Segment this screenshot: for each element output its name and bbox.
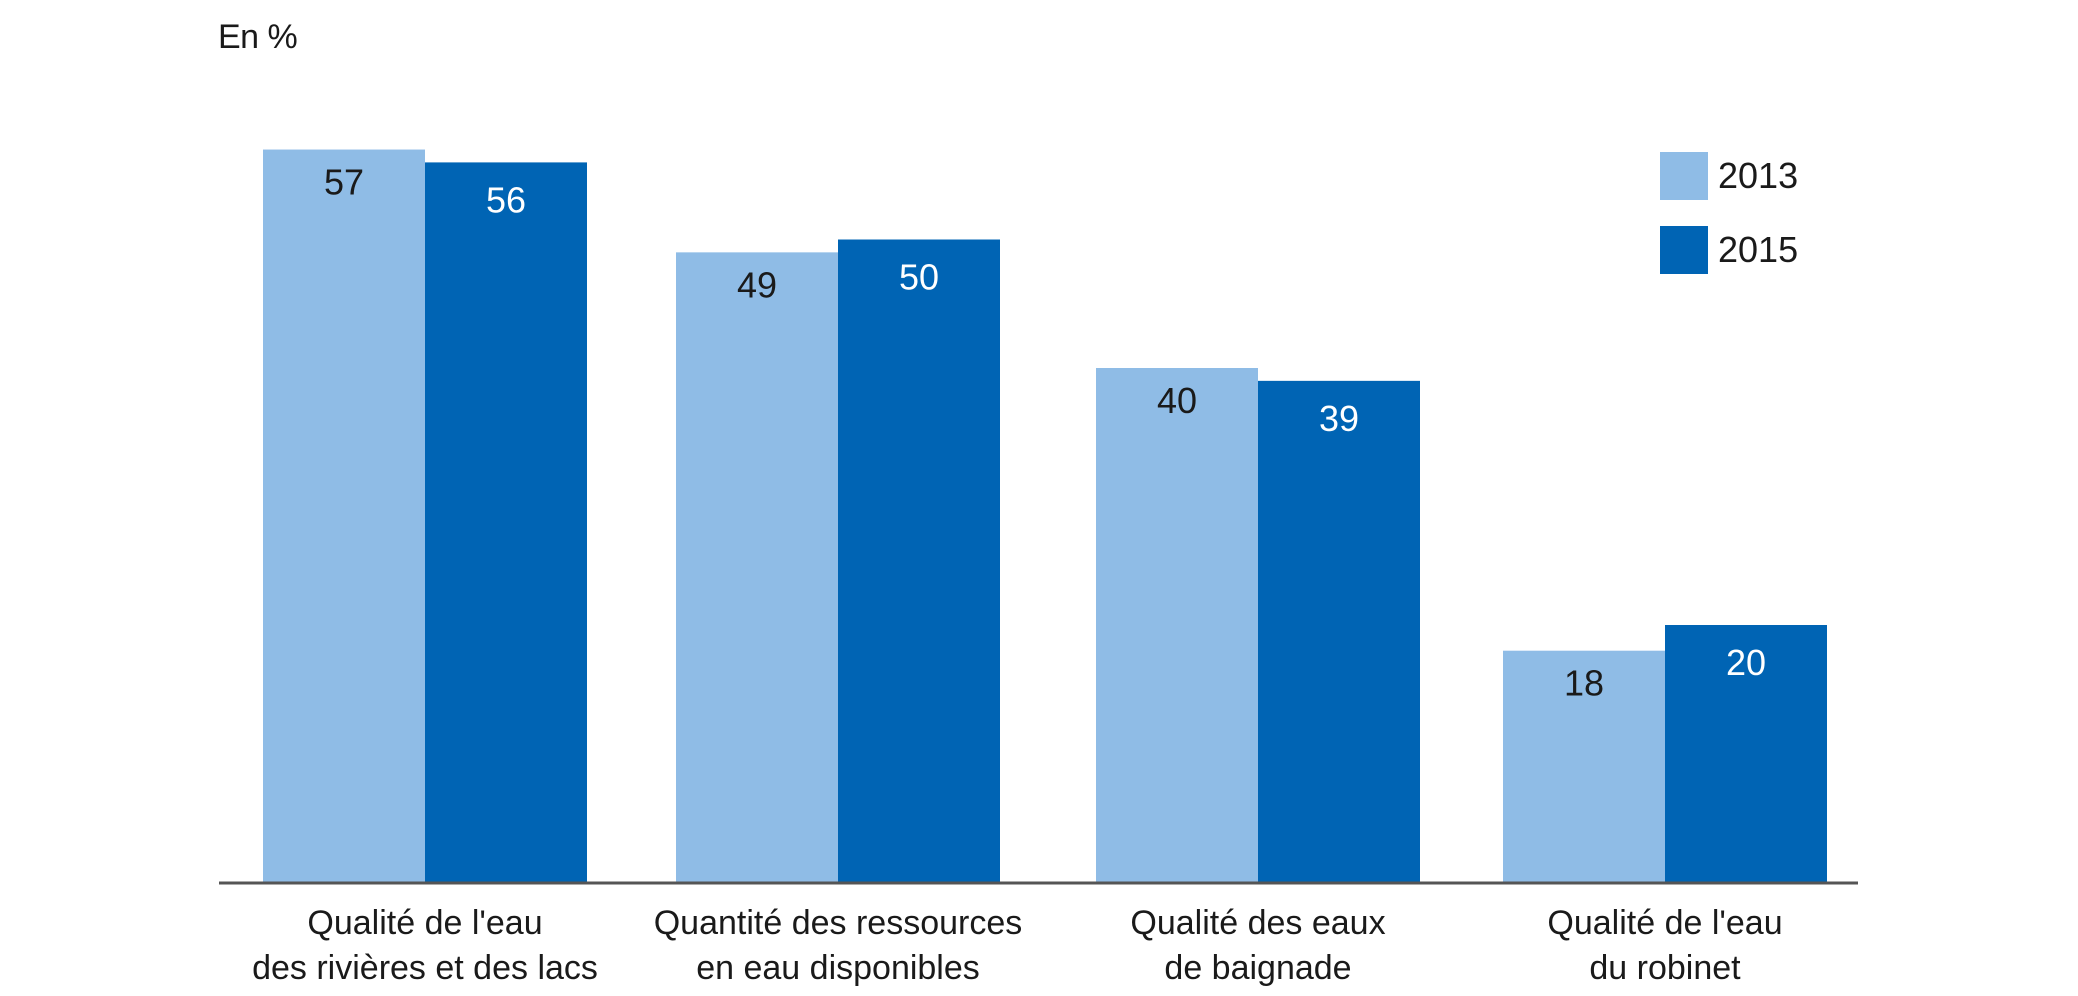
legend-swatch-2015: [1660, 226, 1708, 274]
category-label-1-line-1: Qualité de l'eau: [307, 904, 542, 942]
data-label-2013-4: 18: [1564, 663, 1604, 704]
category-label-3-line-1: Qualité des eaux: [1130, 904, 1385, 942]
bar-2013-1: [263, 149, 425, 883]
category-label-4-line-1: Qualité de l'eau: [1547, 904, 1782, 942]
category-label-1-line-2: des rivières et des lacs: [252, 949, 598, 987]
bar-2015-2: [838, 239, 1000, 882]
data-label-2015-1: 56: [486, 179, 526, 220]
unit-label: En %: [218, 18, 298, 56]
bar-2015-3: [1258, 380, 1420, 882]
bar-2013-2: [676, 252, 838, 883]
bar-2013-3: [1096, 368, 1258, 882]
data-label-2015-4: 20: [1726, 642, 1766, 683]
legend-item-2013: 2013: [1660, 152, 1798, 200]
bar-2015-4: [1665, 625, 1827, 882]
category-label-3-line-2: de baignade: [1164, 949, 1351, 987]
data-label-2015-2: 50: [899, 257, 939, 298]
category-label-2-line-1: Quantité des ressources: [654, 904, 1023, 942]
data-label-2013-1: 57: [324, 162, 364, 203]
legend-swatch-2013: [1660, 152, 1708, 200]
bar-2013-4: [1503, 650, 1665, 882]
data-label-2013-2: 49: [737, 264, 777, 305]
legend-item-2015: 2015: [1660, 226, 1798, 274]
data-label-2013-3: 40: [1157, 380, 1197, 421]
legend-label-2015: 2015: [1718, 229, 1799, 270]
legend: 2013 2015: [1660, 152, 1798, 300]
category-label-4-line-2: du robinet: [1589, 949, 1741, 987]
data-label-2015-3: 39: [1319, 398, 1359, 439]
legend-label-2013: 2013: [1718, 155, 1799, 196]
bar-2015-1: [425, 162, 587, 882]
category-label-2-line-2: en eau disponibles: [696, 949, 980, 987]
